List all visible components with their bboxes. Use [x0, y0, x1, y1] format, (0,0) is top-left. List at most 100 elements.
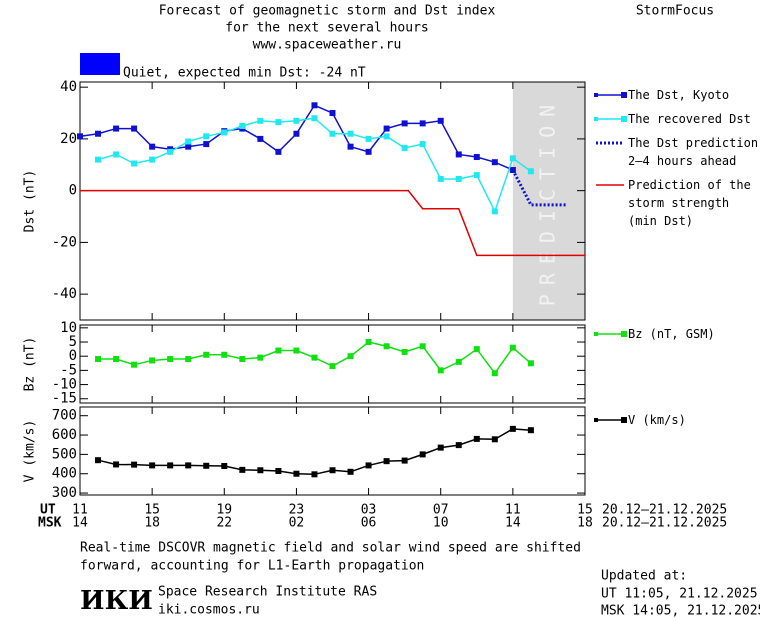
y-tick-label: 500: [52, 446, 77, 462]
x-tick-label: 23: [289, 503, 305, 518]
site: iki.cosmos.ru: [158, 603, 260, 618]
y-tick-label: 400: [52, 466, 77, 482]
marker: [113, 151, 120, 158]
marker: [365, 148, 372, 155]
marker: [455, 358, 462, 365]
marker: [221, 351, 228, 358]
y-tick-label: 300: [52, 485, 77, 501]
status-box: [80, 53, 120, 75]
marker: [203, 351, 210, 358]
marker: [473, 435, 480, 442]
marker: [455, 151, 462, 158]
updated: Updated at:: [601, 569, 687, 584]
marker: [473, 172, 480, 179]
series-line: [511, 169, 567, 207]
series-line: [80, 189, 585, 257]
marker: [401, 144, 408, 151]
marker: [149, 156, 156, 163]
marker: [257, 467, 264, 474]
legend-marker: [594, 332, 598, 336]
marker: [257, 135, 264, 142]
y-tick-label: 20: [60, 131, 77, 147]
marker: [491, 370, 498, 377]
y-tick-label: -10: [52, 377, 77, 393]
y-tick-label: 10: [60, 320, 77, 336]
marker: [437, 444, 444, 451]
marker: [293, 130, 300, 137]
x-tick-label: 18: [577, 516, 593, 531]
marker: [257, 117, 264, 124]
legend-marker: [594, 418, 598, 422]
marker: [347, 468, 354, 475]
marker: [95, 356, 102, 363]
marker: [95, 457, 102, 464]
marker: [149, 143, 156, 150]
x-tick-label: 22: [216, 516, 232, 531]
legend-entry: The Dst prediction 2–4 hours ahead: [628, 136, 759, 168]
marker: [491, 208, 498, 215]
plot-frame: [79, 81, 586, 321]
institute: Space Research Institute RAS: [158, 585, 377, 600]
marker: [95, 156, 102, 163]
x-tick-label: 06: [361, 516, 377, 531]
y-tick-label: -15: [52, 391, 77, 407]
marker: [311, 115, 318, 122]
y-tick-label: 40: [60, 79, 77, 95]
marker: [455, 176, 462, 183]
marker: [311, 354, 318, 361]
marker: [329, 467, 336, 474]
marker: [527, 427, 534, 434]
x-tick-label: 11: [505, 503, 521, 518]
marker: [275, 347, 282, 354]
prediction-region: [512, 82, 585, 320]
legend-marker: [594, 117, 598, 121]
marker: [131, 361, 138, 368]
marker: [365, 462, 372, 469]
x-tick-label: 18: [144, 516, 160, 531]
marker: [221, 462, 228, 469]
x-tick-label: 07: [433, 503, 449, 518]
legend-entry: The recovered Dst: [628, 112, 751, 126]
marker: [113, 356, 120, 363]
marker: [131, 160, 138, 167]
marker: [329, 130, 336, 137]
y-axis-label: Bz (nT): [23, 337, 38, 392]
marker: [239, 356, 246, 363]
row-label: MSK: [38, 516, 62, 531]
marker: [275, 119, 282, 126]
title-line: for the next several hours: [225, 21, 429, 36]
legend-marker: [621, 116, 627, 122]
x-tick-label: 19: [216, 503, 232, 518]
marker: [509, 155, 516, 162]
y-axis-label: V (km/s): [23, 420, 38, 483]
marker: [131, 461, 138, 468]
legend-marker: [621, 331, 627, 337]
y-tick-label: 0: [69, 183, 77, 199]
legend-marker: [621, 417, 627, 423]
marker: [347, 353, 354, 360]
legend-marker: [594, 93, 598, 97]
prediction-label: PREDICTION: [535, 96, 559, 306]
marker: [275, 468, 282, 475]
legend-entry: Bz (nT, GSM): [628, 327, 715, 341]
updated: UT 11:05, 21.12.2025: [601, 587, 758, 602]
marker: [293, 347, 300, 354]
y-tick-label: -20: [52, 234, 77, 250]
marker: [239, 466, 246, 473]
x-tick-label: 15: [577, 503, 593, 518]
plot-frame: [79, 406, 586, 496]
marker: [419, 343, 426, 350]
marker: [419, 141, 426, 148]
marker: [221, 129, 228, 136]
series-line: [79, 104, 514, 171]
marker: [131, 125, 138, 132]
y-tick-label: -5: [60, 362, 77, 378]
y-tick-label: 5: [69, 334, 77, 350]
marker: [185, 138, 192, 145]
x-tick-label: 14: [505, 516, 521, 531]
note: Real-time DSCOVR magnetic field and sola…: [80, 541, 581, 556]
date-range: 20.12–21.12.2025: [602, 516, 727, 531]
marker: [257, 354, 264, 361]
